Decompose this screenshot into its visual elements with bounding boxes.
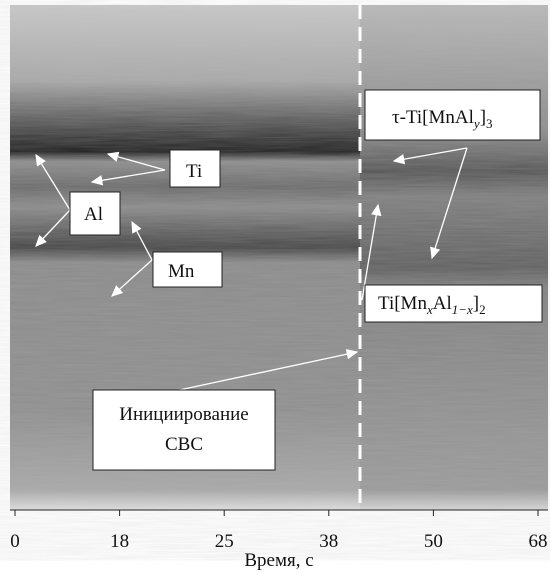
subscript: y	[472, 116, 480, 131]
subscript: 1−x	[452, 302, 473, 317]
x-tick-label: 18	[110, 531, 129, 552]
label-mn: Mn	[168, 261, 195, 282]
label-initiation: СВС	[165, 434, 203, 455]
label-ti: Ti	[186, 161, 202, 182]
subscript: 3	[486, 116, 493, 131]
text: ]	[480, 107, 486, 128]
text: Ti[Mn	[378, 293, 427, 314]
text: Al	[433, 293, 452, 314]
x-axis-label: Время, с	[244, 550, 313, 571]
x-tick-label: 38	[319, 531, 338, 552]
label-al: Al	[84, 204, 103, 225]
text: τ-Ti[MnAl	[392, 107, 474, 128]
label-ti-mn-phase: Ti[MnxAl1−x]2	[378, 293, 486, 317]
arrows	[35, 147, 468, 393]
label-tau-phase: τ-Ti[MnAly]3	[392, 107, 493, 131]
x-tick-label: 25	[215, 531, 234, 552]
diffraction-image	[10, 5, 548, 511]
text: ]	[473, 293, 479, 314]
x-tick-label: 0	[10, 531, 20, 552]
subscript: 2	[479, 302, 486, 317]
subscript: x	[426, 302, 433, 317]
x-tick-label: 50	[424, 531, 443, 552]
x-tick-label: 68	[529, 531, 548, 552]
label-initiation: Инициирование	[119, 404, 248, 425]
boxes	[69, 89, 543, 471]
